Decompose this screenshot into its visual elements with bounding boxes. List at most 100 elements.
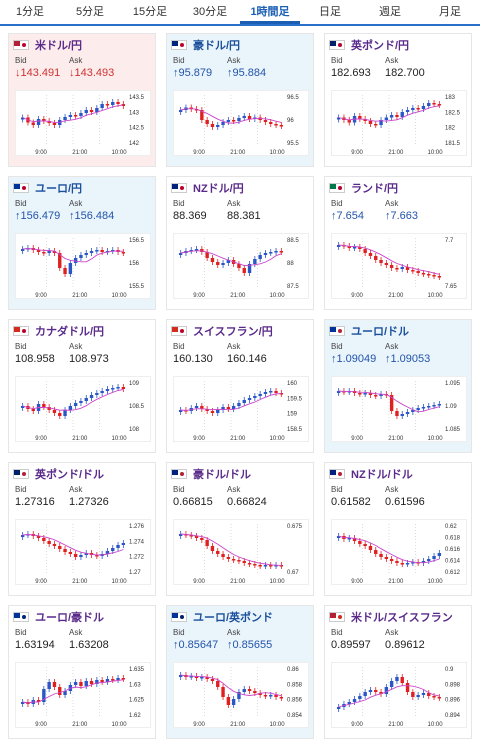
- candle: [389, 681, 394, 687]
- bid-label: Bid: [15, 485, 27, 494]
- candle: [336, 536, 341, 538]
- price-chart[interactable]: 0.86 0.858 0.856 0.854 9:00 21:00 10:00: [173, 662, 309, 728]
- candle: [384, 263, 389, 265]
- rate-card[interactable]: 豪ドル/ドル Bid Ask 0.66815 0.66824 0.675 0.67…: [166, 462, 314, 596]
- price-chart[interactable]: 183 182.5 182 181.5 9:00 21:00 10:00: [331, 90, 467, 156]
- rate-card[interactable]: NZドル/ドル Bid Ask 0.61582 0.61596 0.62 0.61…: [324, 462, 472, 596]
- candle: [216, 262, 220, 265]
- x-tick-label: 10:00: [428, 722, 444, 728]
- tab-daily[interactable]: 日足: [319, 6, 341, 18]
- candle: [121, 387, 126, 389]
- candle: [111, 388, 115, 390]
- x-tick-label: 10:00: [428, 150, 444, 156]
- tab-monthly[interactable]: 月足: [439, 6, 461, 18]
- rate-card[interactable]: NZドル/円 Bid Ask 88.369 88.381 88.5 88 87.5 9…: [166, 176, 314, 310]
- candle: [216, 681, 220, 687]
- pair-name[interactable]: ランド/円: [351, 183, 399, 195]
- y-tick-label: 108.5: [129, 404, 145, 410]
- candle: [336, 117, 341, 120]
- pair-name[interactable]: 豪ドル/ドル: [193, 469, 252, 481]
- rate-card[interactable]: 英ポンド/ドル Bid Ask 1.27316 1.27326 1.276 1.2…: [8, 462, 156, 596]
- candle: [105, 679, 110, 682]
- candle: [347, 538, 351, 540]
- pair-name[interactable]: カナダドル/円: [35, 326, 105, 338]
- candle: [205, 409, 209, 411]
- rate-card[interactable]: ランド/円 Bid Ask ↑7.654 ↑7.663 7.7 7.65 9:00 2…: [324, 176, 472, 310]
- rate-card[interactable]: カナダドル/円 Bid Ask 108.958 108.973 109 108.5…: [8, 319, 156, 453]
- x-tick-label: 9:00: [35, 722, 47, 728]
- candle: [121, 252, 126, 254]
- tab-30min[interactable]: 30分足: [192, 6, 228, 18]
- price-chart[interactable]: 88.5 88 87.5 9:00 21:00 10:00: [173, 233, 309, 299]
- currency-flag-icon: [13, 612, 29, 622]
- pair-name[interactable]: ユーロ/豪ドル: [35, 612, 105, 624]
- candle: [263, 120, 268, 122]
- tab-15min[interactable]: 15分足: [132, 6, 168, 18]
- pair-name[interactable]: 米ドル/円: [35, 40, 83, 52]
- y-tick-label: 0.618: [445, 536, 461, 542]
- y-tick-label: 159.5: [287, 396, 303, 402]
- candle: [73, 403, 78, 406]
- rate-card[interactable]: 英ポンド/円 Bid Ask 182.693 182.700 183 182.5 1…: [324, 33, 472, 167]
- price-chart[interactable]: 0.675 0.67 9:00 21:00 10:00: [173, 519, 309, 585]
- rate-card[interactable]: ユーロ/英ポンド Bid Ask ↑0.85647 ↑0.85655 0.86 0…: [166, 605, 314, 739]
- tab-5min[interactable]: 5分足: [75, 6, 105, 18]
- currency-flag-icon: [13, 40, 29, 50]
- x-tick-label: 21:00: [388, 579, 404, 585]
- x-tick-label: 9:00: [35, 150, 47, 156]
- rate-card[interactable]: 豪ドル/円 Bid Ask ↑95.879 ↑95.884 96.5 96 95.5…: [166, 33, 314, 167]
- pair-name[interactable]: 英ポンド/円: [351, 40, 410, 52]
- price-chart[interactable]: 160 159.5 159 158.5 9:00 21:00 10:00: [173, 376, 309, 442]
- pair-name[interactable]: NZドル/円: [193, 183, 244, 195]
- price-chart[interactable]: 0.9 0.898 0.896 0.894 9:00 21:00 10:00: [331, 662, 467, 728]
- pair-name[interactable]: 豪ドル/円: [193, 40, 241, 52]
- price-chart[interactable]: 1.095 1.09 1.085 9:00 21:00 10:00: [331, 376, 467, 442]
- tab-1min[interactable]: 1分足: [15, 6, 45, 18]
- price-chart[interactable]: 143.5 143 142.5 142 9:00 21:00 10:00: [15, 90, 151, 156]
- price-chart[interactable]: 1.276 1.274 1.272 1.27 9:00 21:00 10:00: [15, 519, 151, 585]
- tab-1hour[interactable]: 1時間足: [240, 0, 300, 24]
- y-tick-label: 1.276: [129, 524, 145, 530]
- ask-value: 0.66824: [227, 496, 267, 508]
- bid-value: 0.61582: [331, 496, 371, 508]
- y-tick-label: 0.9: [445, 667, 454, 673]
- pair-name[interactable]: NZドル/ドル: [351, 469, 413, 481]
- x-tick-label: 9:00: [351, 722, 363, 728]
- y-tick-label: 143: [129, 110, 140, 116]
- bid-label: Bid: [331, 56, 343, 65]
- bid-value: 1.27316: [15, 496, 55, 508]
- pair-name[interactable]: 英ポンド/ドル: [35, 469, 105, 481]
- pair-name[interactable]: スイスフラン/円: [193, 326, 273, 338]
- candle: [253, 259, 257, 264]
- x-tick-label: 21:00: [388, 293, 404, 299]
- rate-card[interactable]: 米ドル/スイスフラン Bid Ask 0.89597 0.89612 0.9 0.…: [324, 605, 472, 739]
- pair-name[interactable]: ユーロ/ドル: [351, 326, 410, 338]
- y-tick-label: 158.5: [287, 427, 303, 433]
- candle: [347, 120, 351, 123]
- rate-card[interactable]: 米ドル/円 Bid Ask ↓143.491 ↓143.493 143.5 143…: [8, 33, 156, 167]
- price-chart[interactable]: 7.7 7.65 9:00 21:00 10:00: [331, 233, 467, 299]
- pair-name[interactable]: ユーロ/英ポンド: [193, 612, 274, 624]
- candle: [36, 700, 41, 702]
- tab-weekly[interactable]: 週足: [379, 6, 401, 18]
- rate-card[interactable]: ユーロ/円 Bid Ask ↑156.479 ↑156.484 156.5 156…: [8, 176, 156, 310]
- pair-name[interactable]: 米ドル/スイスフラン: [351, 612, 453, 624]
- candle: [263, 253, 268, 255]
- candle: [231, 699, 236, 705]
- candle: [437, 404, 442, 406]
- price-chart[interactable]: 1.635 1.63 1.625 1.62 9:00 21:00 10:00: [15, 662, 151, 728]
- candle: [421, 273, 426, 275]
- candle: [116, 545, 120, 548]
- rate-card[interactable]: ユーロ/ドル Bid Ask ↑1.09049 ↑1.09053 1.095 1.…: [324, 319, 472, 453]
- price-chart[interactable]: 96.5 96 95.5 9:00 21:00 10:00: [173, 90, 309, 156]
- price-chart[interactable]: 156.5 156 155.5 9:00 21:00 10:00: [15, 233, 151, 299]
- rate-card[interactable]: ユーロ/豪ドル Bid Ask 1.63194 1.63208 1.635 1.6…: [8, 605, 156, 739]
- price-chart[interactable]: 0.62 0.618 0.616 0.614 0.612 9:00 21:00 10:00: [331, 519, 467, 585]
- candle: [95, 680, 99, 684]
- candle: [194, 676, 199, 678]
- card-header: ユーロ/円: [13, 182, 83, 195]
- candle: [379, 120, 383, 125]
- pair-name[interactable]: ユーロ/円: [35, 183, 83, 195]
- rate-card[interactable]: スイスフラン/円 Bid Ask 160.130 160.146 160 159.…: [166, 319, 314, 453]
- price-chart[interactable]: 109 108.5 108 9:00 21:00 10:00: [15, 376, 151, 442]
